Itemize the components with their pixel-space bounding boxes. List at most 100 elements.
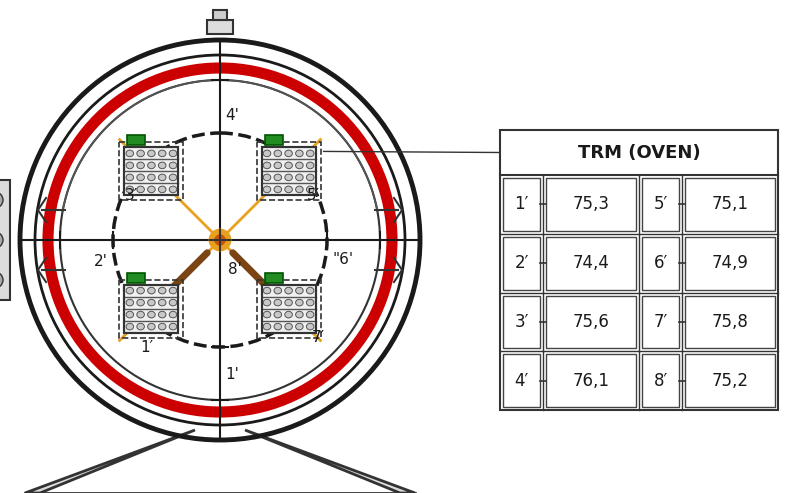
Text: TRM (OVEN): TRM (OVEN)	[578, 143, 700, 162]
Text: 75,3: 75,3	[572, 195, 610, 213]
Ellipse shape	[307, 299, 314, 306]
Bar	[127, 136, 145, 145]
Bar	[503, 178, 540, 231]
Ellipse shape	[169, 287, 177, 294]
Circle shape	[20, 40, 420, 440]
Bar	[685, 354, 775, 407]
Bar	[265, 273, 283, 282]
Text: 1′: 1′	[514, 195, 529, 213]
Ellipse shape	[296, 287, 303, 294]
Ellipse shape	[285, 311, 292, 318]
Ellipse shape	[126, 287, 134, 294]
Ellipse shape	[274, 174, 281, 181]
Bar	[500, 130, 778, 410]
Ellipse shape	[285, 174, 292, 181]
Ellipse shape	[307, 174, 314, 181]
Ellipse shape	[137, 162, 145, 169]
Circle shape	[0, 272, 3, 288]
Ellipse shape	[263, 186, 270, 193]
Bar	[124, 147, 178, 195]
Ellipse shape	[159, 311, 166, 318]
Ellipse shape	[159, 287, 166, 294]
Bar	[213, 10, 227, 20]
Ellipse shape	[263, 311, 270, 318]
Text: 75,6: 75,6	[573, 313, 609, 331]
Ellipse shape	[137, 186, 145, 193]
Ellipse shape	[296, 162, 303, 169]
Text: 3′: 3′	[514, 313, 529, 331]
Bar	[546, 354, 636, 407]
Bar	[503, 295, 540, 348]
Ellipse shape	[137, 174, 145, 181]
Bar	[262, 147, 316, 195]
Ellipse shape	[169, 311, 177, 318]
Ellipse shape	[307, 162, 314, 169]
Text: 8′: 8′	[653, 372, 667, 389]
Bar	[124, 284, 178, 333]
Bar	[124, 284, 178, 333]
Bar	[256, 142, 321, 201]
Ellipse shape	[169, 174, 177, 181]
Ellipse shape	[159, 299, 166, 306]
Text: 2′: 2′	[514, 254, 529, 272]
Ellipse shape	[307, 186, 314, 193]
Text: 7′: 7′	[312, 330, 325, 345]
Ellipse shape	[263, 287, 270, 294]
Bar	[503, 354, 540, 407]
Ellipse shape	[126, 311, 134, 318]
Ellipse shape	[274, 311, 281, 318]
Ellipse shape	[148, 299, 155, 306]
Ellipse shape	[137, 150, 145, 157]
Ellipse shape	[274, 186, 281, 193]
Circle shape	[210, 230, 230, 250]
Ellipse shape	[263, 162, 270, 169]
Bar	[0, 180, 10, 300]
Ellipse shape	[296, 299, 303, 306]
Ellipse shape	[285, 150, 292, 157]
Ellipse shape	[159, 186, 166, 193]
Ellipse shape	[263, 150, 270, 157]
Ellipse shape	[285, 162, 292, 169]
Text: 3′: 3′	[125, 188, 138, 203]
Text: 1': 1'	[225, 367, 239, 382]
Ellipse shape	[263, 299, 270, 306]
Ellipse shape	[137, 287, 145, 294]
Ellipse shape	[169, 186, 177, 193]
Ellipse shape	[126, 162, 134, 169]
Ellipse shape	[126, 323, 134, 330]
Text: 74,9: 74,9	[711, 254, 748, 272]
Ellipse shape	[285, 186, 292, 193]
Ellipse shape	[169, 150, 177, 157]
Ellipse shape	[307, 287, 314, 294]
Ellipse shape	[296, 186, 303, 193]
Ellipse shape	[307, 311, 314, 318]
Polygon shape	[25, 430, 195, 493]
Bar	[262, 147, 316, 195]
Ellipse shape	[126, 150, 134, 157]
Text: 75,8: 75,8	[711, 313, 748, 331]
Ellipse shape	[169, 162, 177, 169]
Bar	[503, 237, 540, 289]
Ellipse shape	[126, 186, 134, 193]
Bar	[685, 237, 775, 289]
Bar	[642, 178, 679, 231]
Ellipse shape	[296, 174, 303, 181]
Bar	[546, 178, 636, 231]
Bar	[207, 20, 233, 34]
Ellipse shape	[285, 299, 292, 306]
Ellipse shape	[285, 323, 292, 330]
Ellipse shape	[148, 174, 155, 181]
Ellipse shape	[263, 323, 270, 330]
Ellipse shape	[274, 287, 281, 294]
Text: 1′: 1′	[140, 340, 153, 355]
Text: 75,2: 75,2	[711, 372, 748, 389]
Ellipse shape	[137, 323, 145, 330]
Text: "6': "6'	[332, 252, 353, 268]
Ellipse shape	[274, 162, 281, 169]
Circle shape	[60, 80, 380, 400]
Ellipse shape	[148, 162, 155, 169]
Bar	[265, 136, 283, 145]
Text: 5′: 5′	[307, 188, 320, 203]
Text: 74,4: 74,4	[573, 254, 609, 272]
Ellipse shape	[148, 311, 155, 318]
